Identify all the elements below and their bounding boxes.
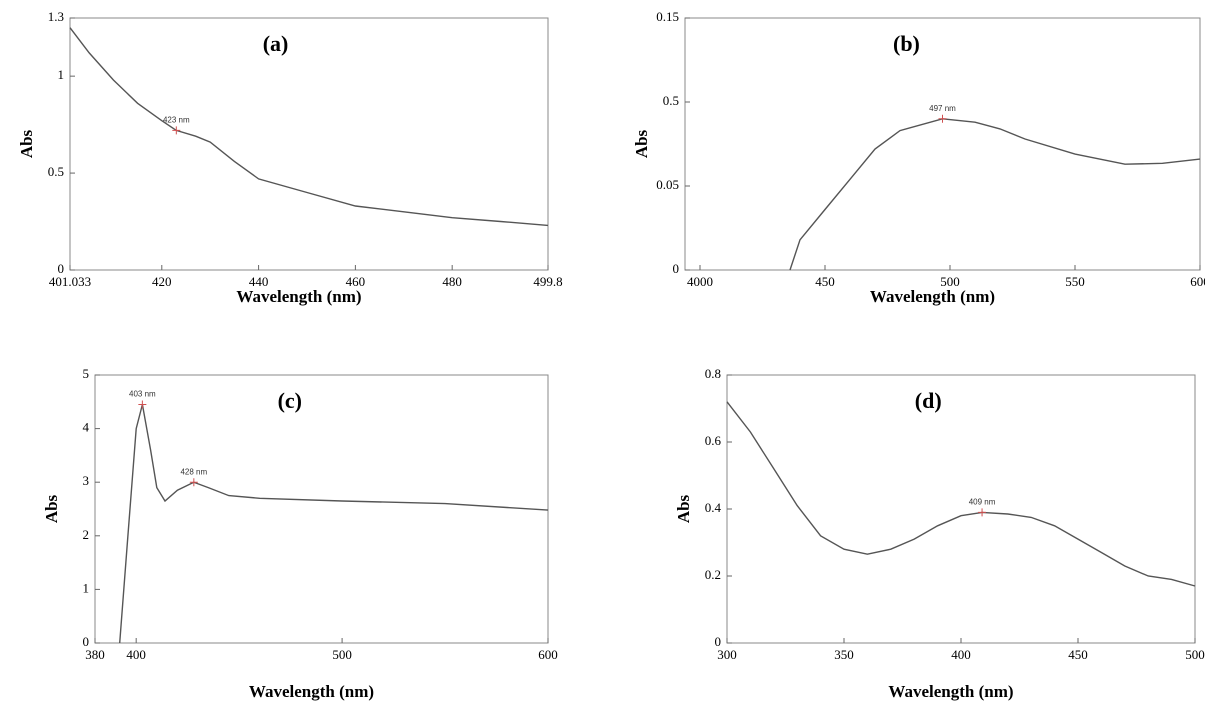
x-tick-label: 4000: [687, 274, 713, 289]
y-tick-label: 0.15: [656, 9, 679, 24]
x-tick-label: 600: [1190, 274, 1205, 289]
y-axis-label: Abs: [632, 129, 651, 158]
y-tick-label: 1: [83, 580, 90, 595]
y-tick-label: 3: [83, 473, 90, 488]
x-tick-label: 400: [951, 647, 971, 662]
x-tick-label: 401.033: [49, 274, 91, 289]
spectrum-line: [69, 27, 549, 227]
peak-label: 403 nm: [129, 390, 156, 399]
peak-marker: [138, 400, 147, 409]
x-tick-label: 500: [332, 647, 352, 662]
y-axis-label: Abs: [17, 129, 36, 158]
x-axis-label: Wavelength (nm): [870, 287, 995, 306]
y-tick-label: 0.4: [705, 500, 722, 515]
peak-label: 497 nm: [929, 104, 956, 113]
x-tick-label: 500: [940, 274, 960, 289]
peak-marker: [978, 508, 987, 517]
x-tick-label: 499.8: [533, 274, 562, 289]
panel-title: (b): [893, 31, 920, 56]
y-tick-label: 5: [83, 366, 90, 381]
y-tick-label: 0.2: [705, 567, 721, 582]
x-tick-label: 440: [249, 274, 269, 289]
panel-title: (c): [278, 388, 302, 413]
plot-frame: [684, 17, 1201, 271]
y-tick-label: 0: [58, 261, 65, 276]
x-tick-label: 400: [126, 647, 146, 662]
peak-label: 428 nm: [180, 467, 207, 476]
spectrum-line: [726, 401, 1196, 587]
spectrum-line: [789, 118, 1201, 271]
plot-frame: [94, 374, 549, 644]
x-axis-label: Wavelength (nm): [888, 682, 1013, 701]
peak-label: 423 nm: [163, 116, 190, 125]
x-tick-label: 460: [346, 274, 366, 289]
x-tick-label: 550: [1065, 274, 1085, 289]
peak-marker: [189, 478, 198, 487]
plot-frame: [726, 374, 1196, 644]
y-tick-label: 0.6: [705, 433, 722, 448]
peak-label: 409 nm: [969, 497, 996, 506]
y-tick-label: 1: [58, 67, 65, 82]
x-tick-label: 600: [538, 647, 558, 662]
x-tick-label: 300: [717, 647, 737, 662]
y-tick-label: 0.05: [656, 177, 679, 192]
x-tick-label: 380: [85, 647, 105, 662]
y-tick-label: 0: [83, 634, 90, 649]
y-tick-label: 1.3: [48, 9, 64, 24]
y-tick-label: 0: [673, 261, 680, 276]
y-tick-label: 0.8: [705, 366, 721, 381]
y-axis-label: Abs: [674, 494, 693, 523]
plot-frame: [69, 17, 549, 271]
x-tick-label: 420: [152, 274, 172, 289]
panel-title: (d): [915, 388, 942, 413]
x-tick-label: 480: [442, 274, 462, 289]
x-tick-label: 500: [1185, 647, 1205, 662]
peak-marker: [172, 126, 181, 135]
y-axis-label: Abs: [42, 494, 61, 523]
x-tick-label: 450: [815, 274, 835, 289]
x-tick-label: 350: [834, 647, 854, 662]
y-tick-label: 2: [83, 527, 90, 542]
x-tick-label: 450: [1068, 647, 1088, 662]
peak-marker: [938, 114, 947, 123]
x-axis-label: Wavelength (nm): [236, 287, 361, 306]
y-tick-label: 0.5: [48, 164, 64, 179]
y-tick-label: 0: [715, 634, 722, 649]
spectrum-line: [119, 404, 549, 644]
y-tick-label: 0.5: [663, 93, 679, 108]
panel-title: (a): [263, 31, 289, 56]
y-tick-label: 4: [83, 420, 90, 435]
x-axis-label: Wavelength (nm): [249, 682, 374, 701]
